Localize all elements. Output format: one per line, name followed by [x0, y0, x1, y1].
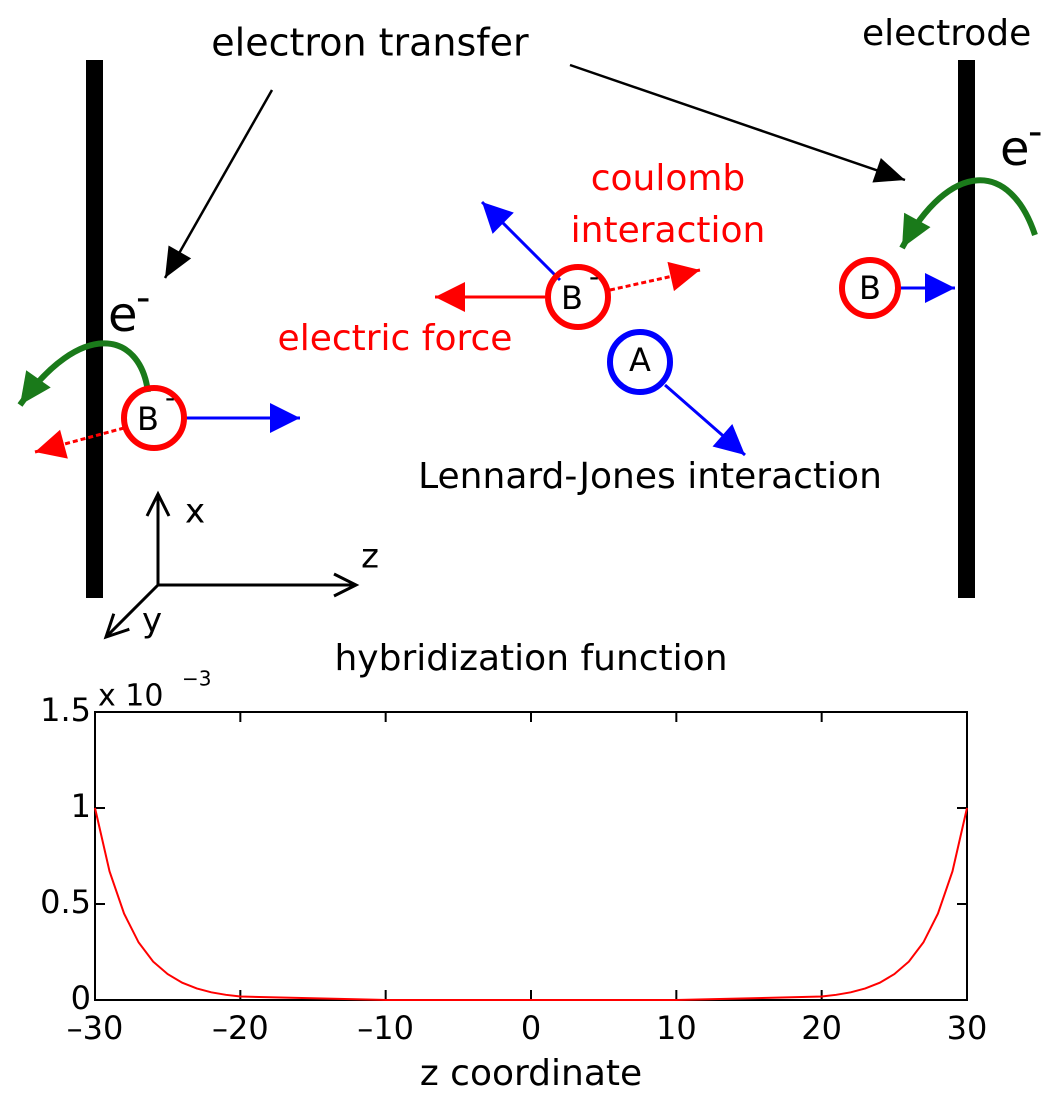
line [94, 807, 968, 1001]
chart: hybridization function z coordinate x 10… [40, 638, 987, 1094]
particle-charge: - [589, 260, 599, 293]
electron: e [108, 287, 138, 343]
x-tick-label: –20 [212, 1009, 269, 1047]
electron-charge: - [1028, 109, 1042, 155]
label: coulomb [591, 158, 746, 199]
x-axis-title: z coordinate [420, 1053, 642, 1094]
label: interaction [571, 210, 766, 251]
transfer-arrow [899, 177, 1038, 250]
particle [839, 257, 901, 319]
y-tick-label: 1.5 [40, 691, 91, 729]
particle-charge: - [165, 381, 175, 414]
label: Lennard-Jones interaction [418, 456, 882, 497]
axis-label: z [361, 537, 379, 577]
force-arrow [480, 200, 562, 282]
particle-label: B [561, 279, 583, 317]
label: electron transfer [211, 21, 529, 65]
diagram: electron transfer electrode e - e - coul… [17, 13, 1042, 641]
y-tick-label: 0 [71, 979, 91, 1017]
axis-label: y [142, 601, 162, 641]
x-tick-label: 30 [947, 1009, 988, 1047]
particle [121, 385, 187, 451]
electrode-left [86, 60, 103, 598]
particle [545, 264, 611, 330]
y-tick-label: 0.5 [40, 883, 91, 921]
x-tick-label: –30 [67, 1009, 124, 1047]
electron-charge: - [136, 275, 150, 321]
chart-title: hybridization function [334, 638, 727, 679]
axis-label: x [185, 492, 205, 532]
y-scale: x 10 [98, 679, 163, 714]
plot-frame [94, 711, 968, 1001]
force-arrow [664, 383, 746, 457]
coord-axis [103, 583, 160, 640]
arrow [569, 63, 906, 183]
x-tick-label: –10 [357, 1009, 414, 1047]
label: electrode [862, 13, 1031, 54]
force-arrow [34, 426, 125, 459]
arrow [163, 89, 274, 279]
electrode-right [958, 60, 975, 598]
particle-label: B [859, 269, 881, 307]
label: electric force [278, 318, 513, 359]
electron: e [1000, 121, 1030, 177]
particle [607, 329, 673, 395]
y-scale-exponent: −3 [182, 667, 211, 691]
x-tick-label: 10 [656, 1009, 697, 1047]
particle-label: A [629, 341, 651, 379]
y-tick-label: 1 [71, 787, 91, 825]
force-arrow [609, 261, 701, 292]
x-tick-label: 20 [801, 1009, 842, 1047]
particle-label: B [137, 400, 159, 438]
x-tick-label: 0 [521, 1009, 541, 1047]
transfer-arrow [17, 340, 151, 407]
